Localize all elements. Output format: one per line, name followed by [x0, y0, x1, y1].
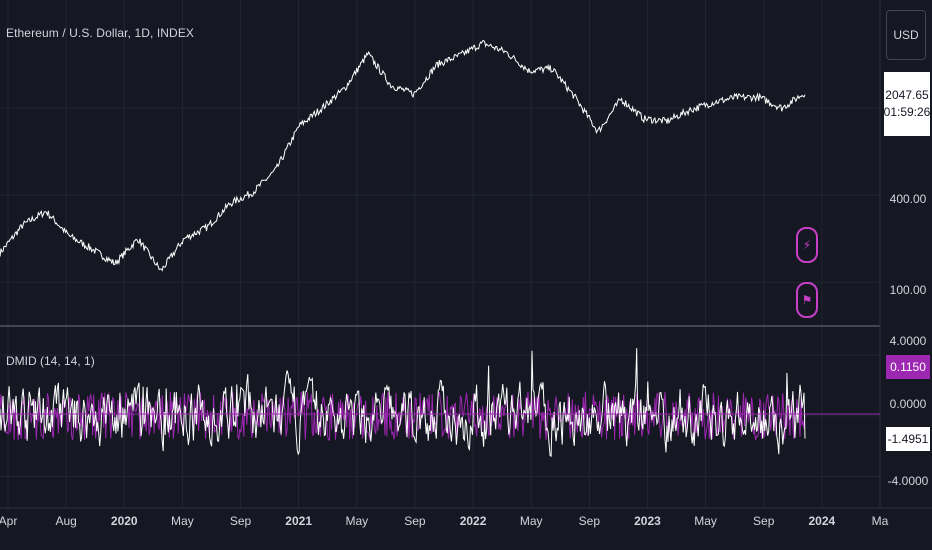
- indicator-tick-label: -4.0000: [887, 474, 929, 488]
- price-tick-label: 400.00: [889, 192, 927, 206]
- countdown-value: 01:59:26: [883, 105, 931, 119]
- time-axis-label: Aug: [55, 514, 77, 528]
- time-axis-label: May: [345, 514, 369, 528]
- time-axis-label: May: [694, 514, 717, 528]
- time-axis-label: 2024: [808, 514, 836, 528]
- price-series-line: [0, 40, 806, 272]
- indicator-white-line: [0, 348, 806, 457]
- time-axis-label: 2023: [634, 514, 661, 528]
- price-tick-label: 100.00: [889, 283, 927, 297]
- current-price-label: 2047.65 01:59:26: [884, 72, 930, 136]
- indicator-title: DMID (14, 14, 1): [6, 354, 95, 368]
- currency-button[interactable]: USD: [886, 10, 926, 60]
- time-axis-label: May: [171, 514, 194, 528]
- time-axis-label: Apr: [0, 514, 18, 528]
- time-axis-label: Sep: [578, 514, 601, 528]
- time-axis-label: Sep: [404, 514, 426, 528]
- time-axis-label: Ma: [871, 514, 889, 528]
- indicator-tick-label: 4.0000: [889, 334, 927, 348]
- current-price-value: 2047.65: [885, 88, 929, 102]
- time-axis-label: 2020: [110, 514, 138, 528]
- time-axis-label: Sep: [753, 514, 775, 528]
- time-axis-label: May: [519, 514, 543, 528]
- flag-icon[interactable]: ⚑: [796, 282, 818, 318]
- chart-title: Ethereum / U.S. Dollar, 1D, INDEX: [6, 26, 195, 40]
- indicator-tick-label: 0.0000: [889, 397, 927, 411]
- time-axis-label: Sep: [229, 514, 252, 528]
- indicator-purple-value: 0.1150: [886, 355, 930, 379]
- time-axis-label: 2022: [459, 514, 487, 528]
- axis-border: [0, 0, 932, 509]
- time-axis-label: 2021: [285, 514, 313, 528]
- indicator-white-value: -1.4951: [886, 427, 930, 451]
- lightning-icon[interactable]: ⚡: [796, 227, 818, 263]
